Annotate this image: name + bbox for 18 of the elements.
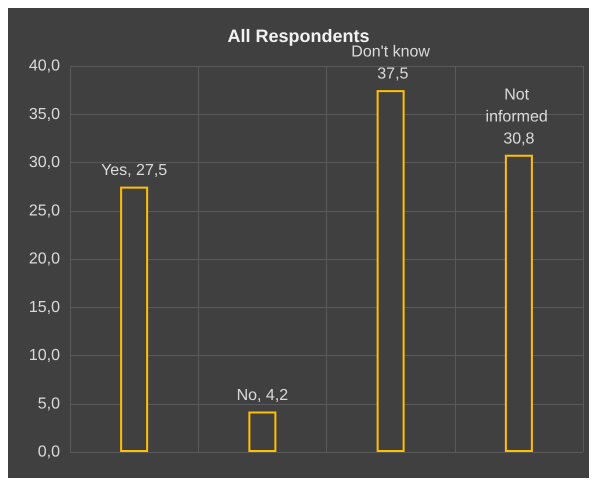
y-tick-label: 35,0 xyxy=(28,106,60,123)
bar xyxy=(248,411,276,452)
y-tick-label: 20,0 xyxy=(28,250,60,268)
y-tick-label: 15,0 xyxy=(28,298,60,316)
y-tick-label: 40,0 xyxy=(28,58,60,74)
y-tick-label: 5,0 xyxy=(38,395,60,412)
bar xyxy=(120,186,148,452)
data-label: Not informed 30,8 xyxy=(486,86,552,148)
chart-title: All Respondents xyxy=(227,26,370,46)
y-tick-label: 25,0 xyxy=(28,202,60,220)
data-label: Don't know 37,5 xyxy=(351,44,430,83)
bar xyxy=(504,154,533,452)
data-label: Yes, 27,5 xyxy=(101,162,168,180)
data-label: No, 4,2 xyxy=(236,386,288,404)
y-tick-label: 10,0 xyxy=(28,347,60,364)
bar xyxy=(376,90,405,452)
y-tick-label: 0,0 xyxy=(38,444,60,460)
y-tick-label: 30,0 xyxy=(28,154,60,171)
